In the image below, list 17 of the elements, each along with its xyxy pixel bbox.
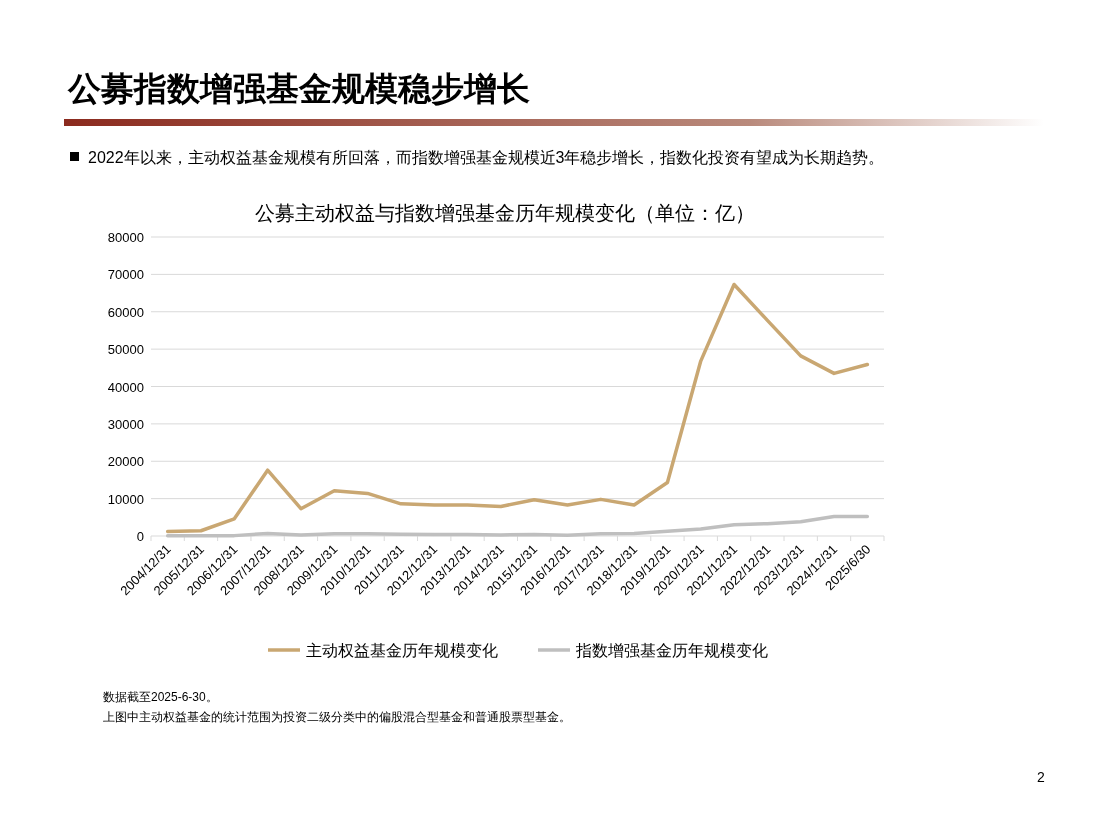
annotation: 2022年以来，主动权益基金规模有所回落，而指数增强基金规模近3年稳步增长，指数化投资有望成为长期趋势。 [88,149,885,166]
ytick: 20000 [107,454,144,470]
annotation: 2 [1037,769,1045,785]
legend-label: 指数增强基金历年规模变化 [576,642,768,659]
legend-label: 主动权益基金历年规模变化 [306,642,498,659]
ytick: 40000 [107,379,144,395]
ytick: 50000 [107,342,144,358]
ytick: 10000 [107,491,144,507]
chart-title: 公募主动权益与指数增强基金历年规模变化（单位：亿） [255,202,755,224]
ytick: 0 [136,529,144,544]
ytick: 80000 [107,230,144,245]
ytick: 70000 [107,267,144,283]
title: 公募指数增强基金规模稳步增长 [68,70,530,107]
ytick: 60000 [107,304,144,320]
annotation: 上图中主动权益基金的统计范围为投资二级分类中的偏股混合型基金和普通股票型基金。 [103,710,571,724]
annotation: 数据截至2025-6-30。 [103,690,218,704]
ytick: 30000 [107,416,144,432]
